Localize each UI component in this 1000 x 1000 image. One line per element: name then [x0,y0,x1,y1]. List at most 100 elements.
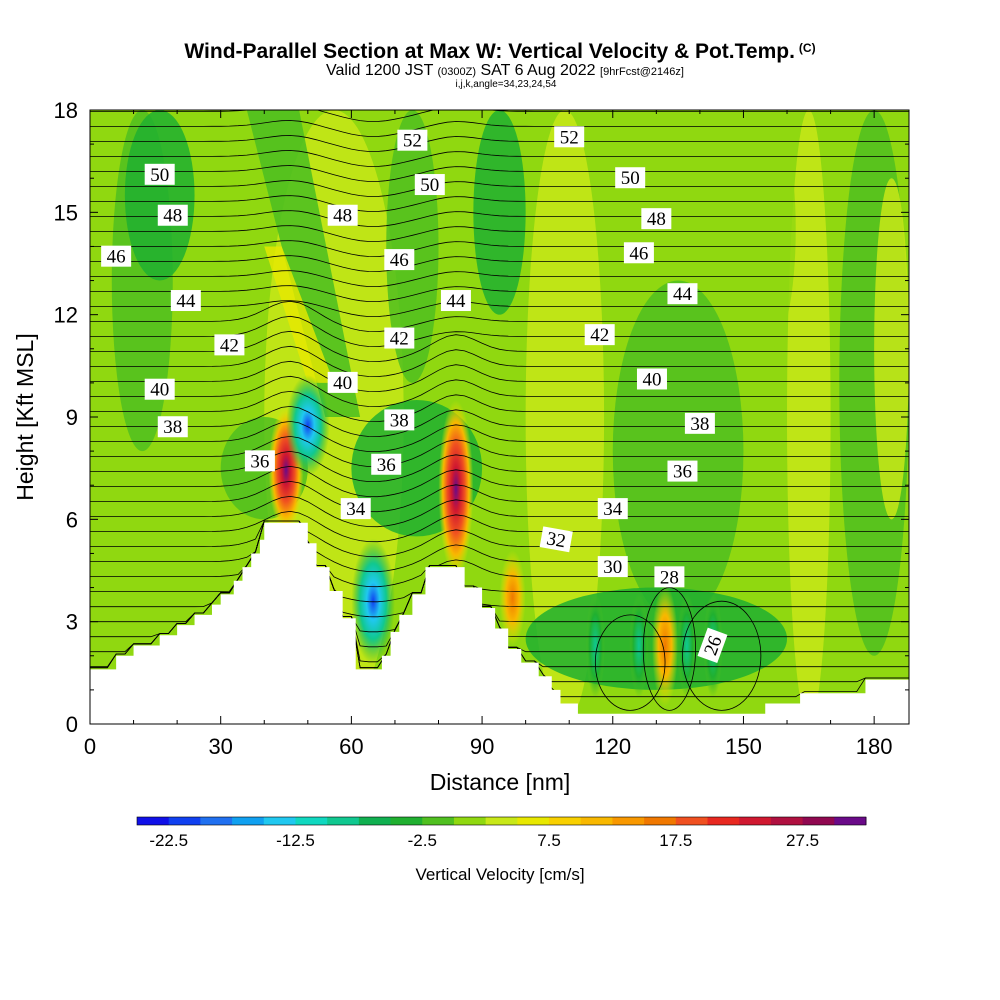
theta-contour-line [90,510,909,543]
chart-title: Wind-Parallel Section at Max W: Vertical… [184,40,816,63]
valid-time: Valid 1200 JST (0300Z) SAT 6 Aug 2022 [9… [326,62,684,79]
theta-contour-line [90,255,909,273]
colorbar-tick-label: 7.5 [537,831,561,850]
contour-label: 38 [690,414,709,435]
theta-contour-line [90,360,909,393]
field-band [246,110,361,417]
contour-label-group: 46 [101,245,132,268]
colorbar-swatch [453,817,487,825]
colorbar-tick-label: -2.5 [408,831,437,850]
downdraft-cell [677,593,697,698]
colorbar-swatch [422,817,455,825]
contour-label-bg [157,204,188,226]
contour-label: 52 [403,131,422,152]
theta-contour-line [594,614,666,711]
contour-label-bg [144,163,175,185]
theta-contour-line [90,300,909,333]
contour-label-bg [597,556,628,578]
theta-contour-line [90,135,909,152]
colorbar-swatch [200,817,233,825]
contour-label: 52 [560,127,579,148]
y-tick-label: 18 [54,98,78,123]
contour-label-bg [597,498,628,520]
title-block: Wind-Parallel Section at Max W: Vertical… [0,36,1000,91]
theta-contour-line [90,450,909,482]
contour-label-group: 46 [384,249,415,271]
contour-label: 34 [346,499,366,520]
theta-contour-line [90,240,909,258]
field-band [124,110,195,281]
contour-label-group: 44 [170,290,201,312]
contour-label-group: 42 [214,334,245,356]
contour-label: 28 [660,567,679,588]
theta-contour-line [90,300,909,317]
x-tick-label: 30 [208,734,232,759]
contour-label: 42 [220,335,239,356]
field-band [473,110,526,315]
contour-label-group: 34 [597,498,628,520]
contour-label-group: 44 [667,283,698,305]
contour-label-bg [384,409,415,431]
y-tick-label: 0 [66,712,78,737]
colorbar-swatch [834,817,867,825]
field-band [743,110,796,349]
colorbar: -22.5 -12.5 -2.5 7.5 17.5 27.5 [136,816,867,850]
contour-label-bg [327,204,358,226]
contour-label: 34 [603,499,623,520]
contour-label: 50 [420,175,439,196]
colorbar-swatch [707,817,740,825]
contour-label-group: 48 [327,204,358,227]
x-axis-label: Distance [nm] [430,769,571,795]
colorbar-swatch [358,817,392,825]
colorbar-swatch [168,817,201,825]
y-tick-label: 15 [54,200,78,225]
colorbar-swatch [263,817,296,825]
theta-contour-line [682,600,762,711]
contour-label: 30 [603,557,622,578]
y-tick-label: 3 [66,610,78,635]
contour-label-bg [327,371,358,393]
contour-label-group: 40 [636,368,667,390]
contour-label-group: 52 [397,129,428,152]
x-tick-label: 120 [594,734,631,759]
contour-label: 44 [446,291,466,312]
contour-label-bg [641,208,672,230]
theta-contour-line [90,375,909,408]
theta-contour-line [90,165,909,182]
x-tick-label: 180 [856,734,893,759]
theta-contour-line [90,180,909,197]
contour-label-bg [667,460,698,482]
contour-label: 44 [176,291,196,312]
theta-contour-line [90,405,909,438]
contour-label: 48 [333,206,352,227]
theta-contour-line [90,285,909,302]
colorbar-label: Vertical Velocity [cm/s] [415,865,584,884]
contour-label-group: 48 [641,208,672,230]
theta-contour-line [90,120,909,137]
field-band [612,280,744,622]
terrain [90,522,909,724]
colorbar-swatch [137,817,170,825]
contour-label: 32 [545,528,567,552]
theta-contour-line [90,225,909,242]
colorbar-swatch [612,817,645,825]
contour-label-bg [340,498,371,520]
colorbar-tick-label: -22.5 [149,831,188,850]
contour-label-group: 42 [384,327,415,350]
contour-label: 40 [642,369,661,390]
contour-label-bg [615,167,646,189]
theta-contour-line [90,520,909,588]
contour-label: 40 [150,380,169,401]
theta-contour-line [90,495,909,528]
x-tick-label: 60 [339,734,363,759]
colorbar-tick-label: -12.5 [276,831,315,850]
theta-contours [90,110,909,711]
contour-label: 40 [333,373,352,394]
contour-label-group: 32 [539,526,573,552]
contour-label-group: 38 [684,412,715,435]
downdraft-cell [585,593,605,698]
field-band [525,110,605,724]
colorbar-swatch [295,817,328,825]
updraft-cell [438,400,474,578]
